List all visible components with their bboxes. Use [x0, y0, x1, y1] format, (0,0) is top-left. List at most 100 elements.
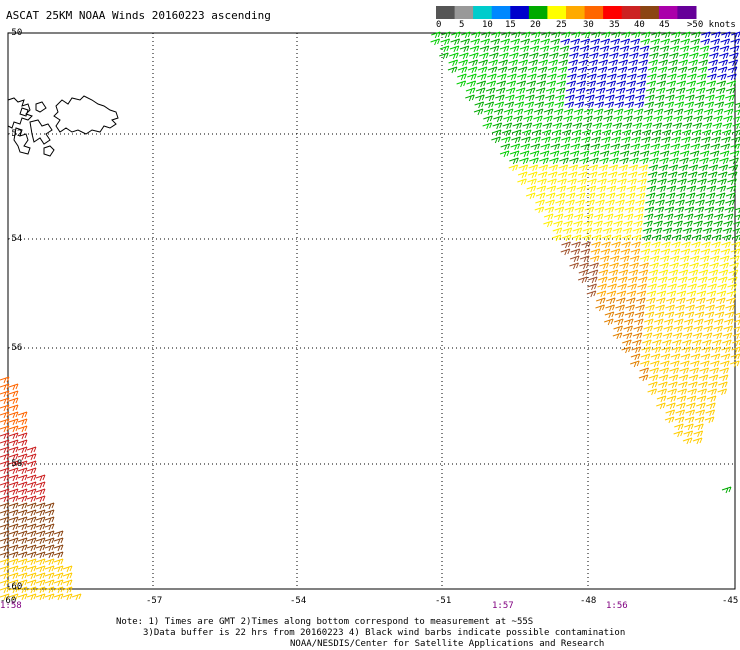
wind-barb [713, 213, 724, 221]
wind-barb [495, 94, 505, 102]
wind-barb [561, 241, 571, 249]
wind-barb [667, 283, 677, 291]
wind-barb [659, 52, 669, 60]
wind-barb [649, 150, 660, 158]
wind-barb [8, 530, 19, 538]
wind-barb [583, 213, 594, 221]
wind-barb [503, 115, 513, 123]
wind-barb [646, 297, 656, 305]
wind-barb [629, 262, 639, 270]
wind-barb [678, 164, 689, 172]
wind-barb [517, 178, 527, 186]
wind-barb [684, 206, 695, 214]
wind-barb [605, 192, 616, 200]
wind-barb [605, 199, 615, 207]
wind-barb [35, 558, 46, 566]
wind-barb [593, 108, 604, 116]
wind-barb [573, 213, 584, 221]
wind-barb [613, 325, 623, 333]
wind-barb [564, 101, 575, 109]
wind-barb [610, 248, 621, 256]
wind-barb [656, 80, 667, 88]
wind-barb [591, 234, 602, 242]
wind-barb [530, 38, 541, 46]
wind-barb [664, 101, 675, 109]
wind-barb [642, 227, 653, 235]
wind-barb [657, 276, 668, 284]
wind-barb [625, 87, 636, 95]
wind-barb [674, 206, 685, 214]
wind-barb [485, 87, 496, 95]
wind-barb [609, 262, 619, 270]
wind-barb [698, 269, 709, 277]
wind-barb [581, 31, 591, 39]
wind-barb [626, 80, 637, 88]
wind-barb [575, 199, 585, 207]
wind-barb [573, 220, 583, 228]
wind-barb [8, 579, 19, 587]
wind-barb [531, 129, 542, 137]
wind-barb [630, 360, 640, 368]
wind-barb [639, 45, 650, 53]
wind-barb [565, 192, 576, 200]
wind-barb [26, 495, 37, 503]
wind-barb [603, 213, 614, 221]
wind-barb [697, 66, 708, 74]
wind-barb [637, 66, 648, 74]
wind-barb [448, 59, 459, 67]
wind-barb [0, 516, 10, 524]
wind-barb [618, 164, 629, 172]
wind-barb [609, 150, 620, 158]
wind-barb [567, 171, 578, 179]
wind-barb [540, 143, 551, 151]
wind-barb [706, 80, 717, 88]
wind-barb [8, 432, 19, 440]
wind-barb [606, 185, 617, 193]
wind-barb [705, 192, 716, 200]
wind-barb [466, 80, 477, 88]
wind-barb [621, 129, 632, 137]
wind-barb [651, 346, 662, 354]
wind-barb [725, 199, 735, 207]
wind-barb [664, 318, 674, 326]
wind-barb [653, 108, 664, 116]
wind-barb [647, 283, 657, 291]
wind-barb [485, 94, 495, 102]
wind-barb [26, 460, 37, 468]
wind-barb [584, 206, 595, 214]
wind-barb [667, 171, 678, 179]
wind-barb [613, 220, 623, 228]
wind-barb [668, 164, 679, 172]
wind-barb [686, 402, 696, 410]
wind-barb [633, 213, 644, 221]
wind-barb [644, 206, 655, 214]
wind-barb [615, 304, 625, 312]
wind-barb [17, 411, 28, 419]
wind-barb [721, 129, 732, 137]
wind-barb [636, 297, 646, 305]
wind-barb [703, 115, 713, 123]
wind-barb [628, 269, 639, 277]
wind-barb [588, 164, 599, 172]
wind-barb [622, 122, 633, 130]
wind-barb [674, 101, 685, 109]
wind-barb [688, 381, 698, 389]
wind-barb [0, 460, 10, 468]
wind-barb [581, 129, 592, 137]
wind-barb [680, 143, 691, 151]
wind-barb [708, 59, 719, 67]
wind-barb [642, 339, 652, 347]
wind-barb [674, 416, 685, 424]
wind-barb [633, 115, 643, 123]
wind-barb [629, 255, 640, 263]
wind-barb [569, 255, 580, 263]
wind-barb [653, 115, 663, 123]
wind-barb [681, 241, 691, 249]
wind-barb [717, 66, 728, 74]
wind-barb [35, 488, 46, 496]
wind-barb [649, 45, 660, 53]
plot-frame [7, 32, 736, 590]
wind-barb [601, 234, 612, 242]
wind-barb [555, 94, 565, 102]
